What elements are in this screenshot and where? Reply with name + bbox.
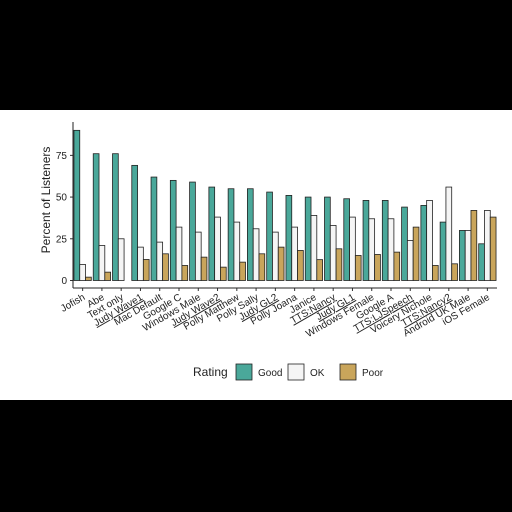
bar <box>439 221 447 281</box>
legend-swatch <box>235 363 253 381</box>
y-tick-label: 50 <box>56 193 68 204</box>
bar <box>137 246 144 281</box>
bar <box>252 228 260 281</box>
y-axis-label: Percent of Listeners <box>39 147 53 254</box>
bar <box>426 200 433 281</box>
bar <box>131 164 138 281</box>
bar <box>194 231 202 281</box>
bar <box>349 216 356 281</box>
legend-label: Good <box>258 368 282 379</box>
bar <box>98 245 106 281</box>
bar <box>208 186 216 281</box>
bar <box>220 266 227 281</box>
bar <box>258 253 266 281</box>
bar <box>459 230 466 281</box>
bar <box>310 215 318 281</box>
bar <box>374 254 381 281</box>
bar <box>362 200 370 281</box>
bar <box>381 200 389 281</box>
bar <box>277 246 285 281</box>
bar <box>412 226 420 281</box>
bar <box>162 253 169 281</box>
bar <box>104 271 111 281</box>
bar <box>432 265 439 281</box>
bar <box>73 129 81 281</box>
bar <box>92 153 100 281</box>
bar <box>304 196 312 281</box>
bar <box>393 251 401 281</box>
bar <box>464 230 472 281</box>
bar <box>239 261 246 281</box>
bar <box>79 264 86 281</box>
bar <box>291 226 298 281</box>
bar <box>233 221 241 281</box>
bar <box>272 231 279 281</box>
bar <box>117 238 125 281</box>
bar <box>175 226 183 281</box>
bar <box>150 176 158 281</box>
bar <box>324 196 331 281</box>
legend-swatch <box>287 363 305 381</box>
legend-label: OK <box>310 368 325 379</box>
bar <box>401 206 408 281</box>
bar <box>112 153 119 281</box>
bar <box>420 205 428 281</box>
legend-title: Rating <box>193 365 228 379</box>
bar <box>156 241 164 281</box>
bar <box>247 188 254 281</box>
bar <box>181 265 189 281</box>
bar <box>266 191 273 281</box>
bar <box>85 276 92 281</box>
legend-label: Poor <box>362 368 384 379</box>
bar <box>227 188 235 281</box>
bar <box>335 248 343 281</box>
bar <box>406 240 414 281</box>
y-tick-label: 75 <box>56 151 68 162</box>
bar <box>470 210 478 281</box>
bar <box>445 186 453 281</box>
bar <box>285 195 293 281</box>
y-tick-label: 0 <box>61 276 67 287</box>
bar <box>484 210 491 281</box>
bar <box>189 181 196 281</box>
bar <box>200 256 208 281</box>
bar <box>343 198 350 281</box>
bar <box>316 259 323 281</box>
bar <box>387 218 395 281</box>
bar <box>169 179 177 281</box>
bar <box>297 250 304 281</box>
bar <box>214 216 221 281</box>
bar <box>329 225 337 281</box>
bar <box>368 218 376 281</box>
bar <box>489 216 497 281</box>
bar <box>451 263 458 281</box>
bar <box>354 255 362 281</box>
bar <box>142 259 150 281</box>
y-tick-label: 25 <box>56 234 68 245</box>
legend-swatch <box>339 363 357 381</box>
bar <box>478 243 485 281</box>
bottom-band <box>0 400 512 512</box>
